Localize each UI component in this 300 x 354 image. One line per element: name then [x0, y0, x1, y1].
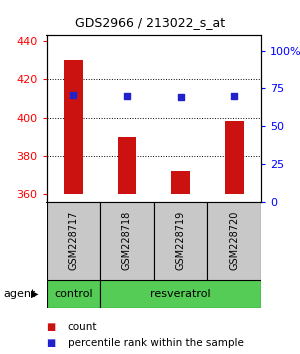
- Text: GSM228717: GSM228717: [68, 211, 78, 270]
- Point: [124, 93, 129, 99]
- Bar: [46, 280, 100, 308]
- Text: resveratrol: resveratrol: [150, 289, 211, 299]
- Text: GSM228719: GSM228719: [176, 211, 186, 270]
- Point: [178, 95, 183, 100]
- Text: ■: ■: [46, 338, 56, 348]
- Point: [232, 93, 237, 99]
- Bar: [46, 202, 100, 280]
- Bar: [100, 202, 154, 280]
- Text: count: count: [68, 322, 97, 332]
- Bar: [154, 202, 207, 280]
- Bar: [64, 60, 83, 194]
- Bar: [100, 280, 261, 308]
- Text: agent: agent: [3, 289, 35, 299]
- Text: GDS2966 / 213022_s_at: GDS2966 / 213022_s_at: [75, 16, 225, 29]
- Bar: [207, 202, 261, 280]
- Text: ■: ■: [46, 322, 56, 332]
- Bar: [171, 171, 190, 194]
- Text: control: control: [54, 289, 93, 299]
- Bar: [118, 137, 136, 194]
- Bar: [225, 121, 244, 194]
- Text: percentile rank within the sample: percentile rank within the sample: [68, 338, 243, 348]
- Point: [71, 92, 76, 98]
- Text: GSM228718: GSM228718: [122, 211, 132, 270]
- Text: GSM228720: GSM228720: [229, 211, 239, 270]
- Text: ▶: ▶: [31, 289, 38, 299]
